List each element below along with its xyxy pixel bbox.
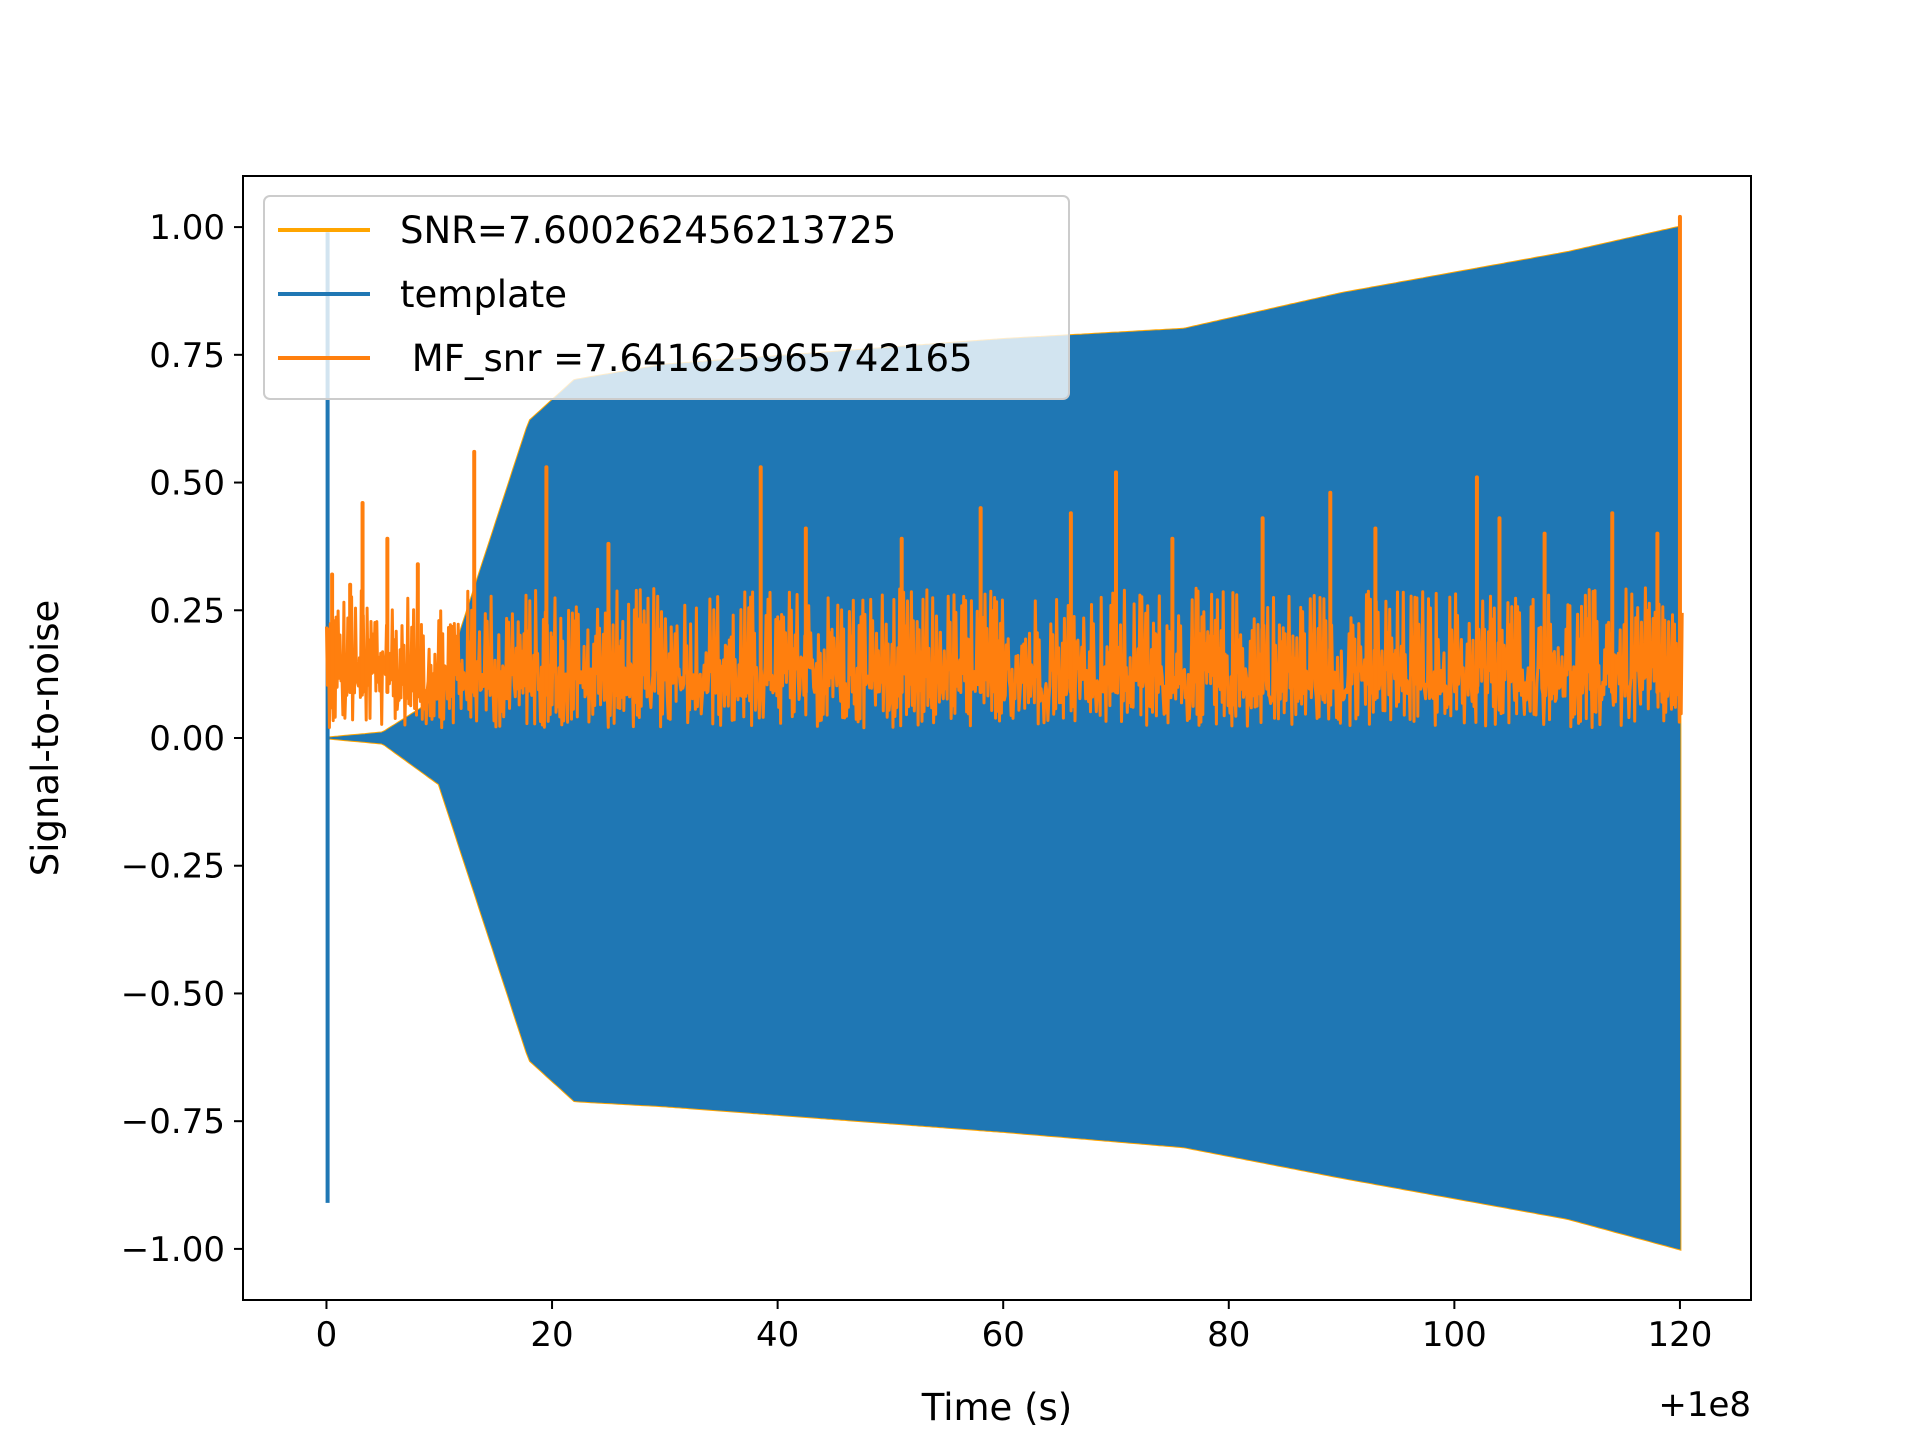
legend-label-mf-snr: MF_snr =7.641625965742165 bbox=[400, 337, 973, 380]
y-tick-label: −0.25 bbox=[121, 847, 225, 887]
x-tick-label: 0 bbox=[316, 1315, 338, 1355]
x-tick-label: 120 bbox=[1647, 1315, 1712, 1355]
y-tick-label: 0.25 bbox=[149, 591, 225, 631]
y-axis-label: Signal-to-noise bbox=[24, 600, 67, 877]
x-tick-label: 60 bbox=[982, 1315, 1025, 1355]
legend-box bbox=[263, 195, 1070, 400]
y-tick-label: −0.50 bbox=[121, 974, 225, 1014]
x-tick-label: 20 bbox=[530, 1315, 573, 1355]
x-tick-label: 80 bbox=[1207, 1315, 1250, 1355]
legend: SNR=7.600262456213725 template MF_snr =7… bbox=[263, 195, 1070, 400]
series-mf-snr-trace bbox=[325, 586, 1684, 730]
y-tick-label: −0.75 bbox=[121, 1102, 225, 1142]
y-tick-label: 0.50 bbox=[149, 464, 225, 504]
x-axis-label: Time (s) bbox=[921, 1386, 1072, 1429]
y-tick-label: 1.00 bbox=[149, 208, 225, 248]
x-axis-offset-label: +1e8 bbox=[1658, 1385, 1751, 1425]
legend-label-snr: SNR=7.600262456213725 bbox=[400, 209, 896, 252]
x-tick-label: 100 bbox=[1422, 1315, 1487, 1355]
y-tick-label: 0.00 bbox=[149, 719, 225, 759]
legend-label-template: template bbox=[400, 273, 567, 316]
x-tick-label: 40 bbox=[756, 1315, 799, 1355]
y-tick-label: 0.75 bbox=[149, 336, 225, 376]
y-tick-label: −1.00 bbox=[121, 1230, 225, 1270]
x-axis: 0 20 40 60 80 100 120 bbox=[316, 1300, 1712, 1355]
series-layer bbox=[325, 214, 1684, 1251]
y-axis: 1.00 0.75 0.50 0.25 0.00 −0.25 −0.50 −0.75 −1.00 bbox=[121, 208, 243, 1270]
